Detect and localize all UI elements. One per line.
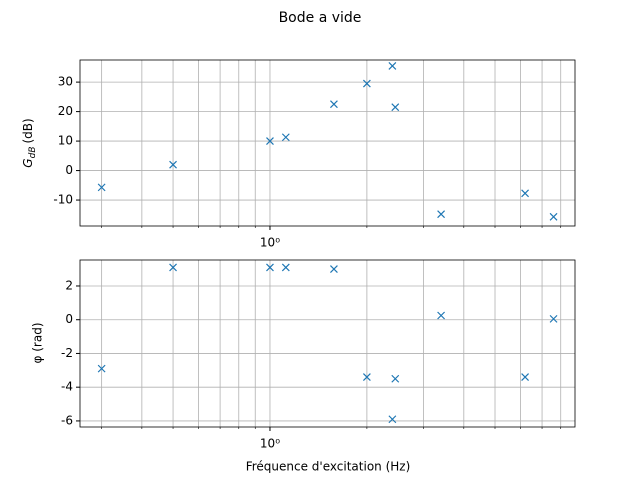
y-tick-label: -2: [61, 346, 73, 360]
figure-title: Bode a vide: [279, 10, 362, 26]
y-label-unit: (dB): [21, 118, 35, 143]
point: [391, 374, 400, 383]
y-tick-label: 0: [65, 163, 73, 177]
axes-frame: [79, 259, 576, 428]
y-label-symbol: G: [21, 158, 35, 167]
y-axis-label: φ (rad): [31, 323, 45, 364]
point: [388, 61, 397, 70]
point: [97, 183, 106, 192]
axes-frame: [79, 59, 576, 227]
point: [281, 133, 290, 142]
point: [437, 210, 446, 219]
x-tick-label: 10⁰: [260, 236, 280, 250]
y-label-subscript: dB: [28, 147, 38, 159]
y-tick-label: -10: [53, 193, 73, 207]
point: [169, 263, 177, 272]
point: [362, 373, 371, 381]
y-tick-label: 10: [58, 134, 73, 148]
point: [388, 415, 397, 424]
point: [549, 212, 558, 221]
point: [521, 373, 530, 381]
y-tick-label: -6: [61, 413, 73, 427]
point: [521, 189, 530, 198]
point: [549, 314, 558, 323]
point: [266, 137, 274, 146]
point: [437, 311, 446, 320]
y-axis-label: GdB (dB): [21, 118, 38, 167]
point: [169, 160, 177, 169]
point: [362, 79, 371, 88]
y-tick-label: -4: [61, 380, 73, 394]
point: [330, 100, 338, 109]
point: [281, 263, 290, 272]
y-tick-label: 0: [65, 312, 73, 326]
point: [97, 364, 106, 373]
point: [266, 263, 274, 272]
y-tick-label: 20: [58, 104, 73, 118]
x-tick-label: 10⁰: [260, 437, 280, 451]
y-tick-label: 2: [65, 278, 73, 292]
point: [330, 265, 338, 274]
y-tick-label: 30: [58, 75, 73, 89]
x-axis-label: Fréquence d'excitation (Hz): [246, 460, 411, 474]
point: [391, 103, 400, 112]
